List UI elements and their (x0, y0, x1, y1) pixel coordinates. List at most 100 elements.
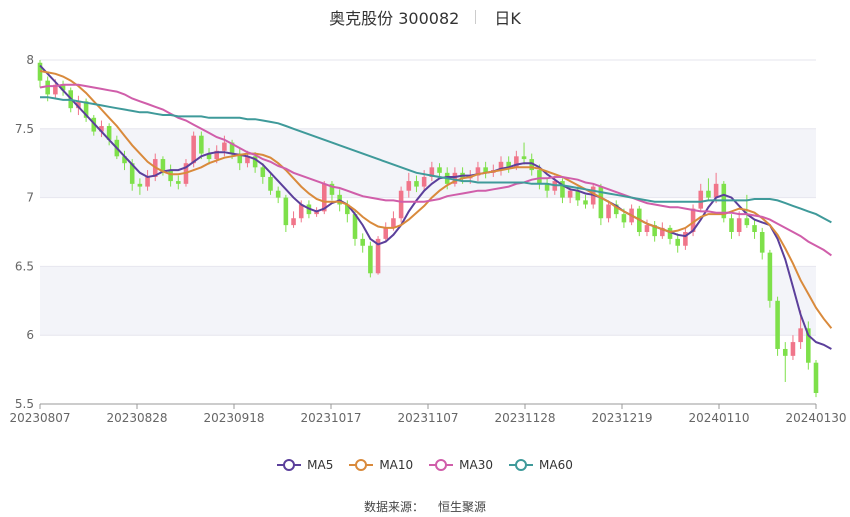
candle-body (752, 225, 757, 232)
x-tick-label: 20230828 (106, 411, 167, 425)
candle-body (806, 328, 811, 363)
x-tick-label: 20230918 (203, 411, 264, 425)
candle-body (145, 176, 150, 187)
candle-body (644, 225, 650, 232)
candle-body (437, 167, 442, 173)
candle-body (268, 176, 273, 191)
candle-body (414, 181, 419, 187)
candle-body (498, 161, 504, 171)
candle-body (736, 218, 742, 232)
candle-body (237, 153, 243, 164)
x-tick-label: 20231128 (494, 411, 555, 425)
ma-line-ma5 (39, 64, 832, 350)
candle-body (667, 227, 673, 239)
candle-body (690, 208, 696, 232)
data-source: 数据来源： 恒生聚源 (0, 498, 850, 515)
period-label[interactable]: 日K (494, 9, 521, 28)
chart-legend: MA5 MA10 MA30 MA60 (0, 458, 850, 472)
candle-body (529, 159, 535, 171)
candle-body (759, 232, 765, 253)
candle-body (429, 167, 435, 177)
candle-body (813, 362, 819, 393)
candle-body (360, 238, 365, 246)
candle-body (214, 150, 219, 160)
x-tick-label: 20240110 (688, 411, 749, 425)
legend-label: MA5 (307, 458, 334, 472)
legend-item-ma60[interactable]: MA60 (509, 458, 573, 472)
y-tick-label: 5.5 (15, 397, 34, 411)
candle-body (283, 197, 289, 226)
candle-body (122, 156, 127, 164)
candle-body (514, 156, 519, 168)
candle-body (314, 211, 319, 215)
candle-body (798, 328, 803, 343)
candle-body (176, 181, 181, 184)
candle-body (106, 126, 112, 140)
legend-label: MA30 (459, 458, 494, 472)
candle-body (713, 183, 719, 198)
candle-body (53, 84, 58, 95)
source-label: 数据来源： (363, 500, 424, 514)
candle-body (698, 190, 704, 209)
legend-item-ma5[interactable]: MA5 (277, 458, 333, 472)
candle-body (398, 190, 404, 219)
grid-band (40, 266, 816, 336)
title-divider (475, 10, 477, 24)
candle-body (76, 101, 81, 109)
candle-body (229, 142, 235, 154)
legend-item-ma10[interactable]: MA10 (349, 458, 413, 472)
y-tick-label: 6 (26, 328, 34, 342)
x-tick-label: 20231107 (397, 411, 458, 425)
x-tick-label: 20230807 (9, 411, 70, 425)
candle-body (782, 348, 788, 356)
candle-body (391, 218, 396, 228)
ma-line-ma10 (39, 70, 833, 329)
candle-body (767, 252, 773, 301)
candle-body (245, 156, 250, 164)
candle-body (575, 190, 581, 201)
legend-marker-icon (277, 459, 302, 471)
legend-marker-icon (509, 459, 534, 471)
candle-body (621, 214, 627, 223)
legend-item-ma30[interactable]: MA30 (429, 458, 493, 472)
candle-body (544, 183, 550, 191)
candle-body (406, 181, 412, 191)
x-tick-label: 20231219 (591, 411, 652, 425)
x-tick-label: 20240130 (785, 411, 846, 425)
candle-body (352, 214, 358, 239)
candle-body (168, 170, 173, 182)
candle-body (729, 218, 734, 232)
candle-body (191, 135, 196, 164)
candle-body (383, 227, 389, 239)
candle-body (321, 183, 327, 212)
candle-body (137, 183, 143, 187)
candle-body (291, 218, 296, 226)
y-tick-label: 6.5 (15, 259, 34, 273)
candle-body (298, 204, 304, 219)
candle-body (45, 80, 50, 95)
candle-body (452, 172, 458, 184)
candle-body (483, 167, 488, 173)
candle-body (660, 227, 665, 237)
candle-body (206, 153, 212, 160)
candle-body (368, 245, 373, 274)
stock-name-code: 奥克股份 300082 (329, 9, 460, 28)
legend-label: MA10 (379, 458, 414, 472)
candle-body (744, 218, 750, 226)
candle-body (790, 342, 796, 356)
candle-body (606, 204, 611, 219)
legend-label: MA60 (539, 458, 573, 472)
candle-body (506, 161, 511, 168)
candle-body (329, 183, 335, 195)
candle-body (652, 225, 657, 237)
source-value: 恒生聚源 (438, 500, 487, 514)
legend-marker-icon (429, 459, 454, 471)
candle-body (99, 126, 104, 132)
candle-body (129, 163, 135, 184)
candle-body (675, 238, 680, 246)
y-tick-label: 7.5 (15, 122, 34, 136)
candle-body (567, 190, 573, 198)
candle-body (613, 204, 619, 215)
candle-body (252, 156, 258, 168)
